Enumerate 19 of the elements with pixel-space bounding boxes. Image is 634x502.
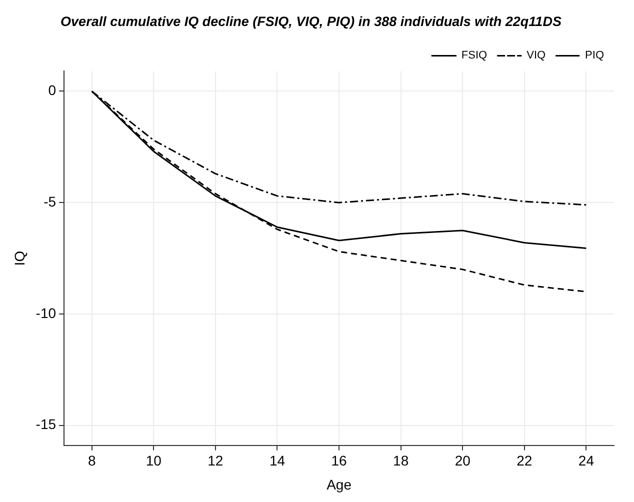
- chart-title: Overall cumulative IQ decline (FSIQ, VIQ, PIQ) in 388 individuals with 22q11DS: [60, 14, 562, 29]
- x-tick-label: 16: [331, 452, 348, 469]
- x-tick-label: 14: [269, 452, 286, 469]
- x-tick-label: 20: [454, 452, 471, 469]
- x-tick-label: 24: [578, 452, 594, 469]
- x-tick-label: 10: [146, 452, 162, 469]
- y-tick-label: -5: [44, 193, 56, 210]
- legend-label: VIQ: [526, 50, 546, 62]
- x-axis-title: Age: [326, 476, 352, 492]
- x-tick-label: 8: [88, 452, 96, 469]
- legend-label: FSIQ: [461, 50, 488, 62]
- x-tick-label: 12: [208, 452, 224, 469]
- legend-label: PIQ: [585, 50, 604, 62]
- y-tick-label: -15: [36, 416, 56, 432]
- x-tick-label: 22: [516, 452, 532, 469]
- y-axis-title: IQ: [11, 250, 28, 266]
- y-tick-label: -10: [36, 304, 56, 321]
- x-tick-label: 18: [393, 452, 409, 469]
- y-tick-label: 0: [48, 82, 56, 98]
